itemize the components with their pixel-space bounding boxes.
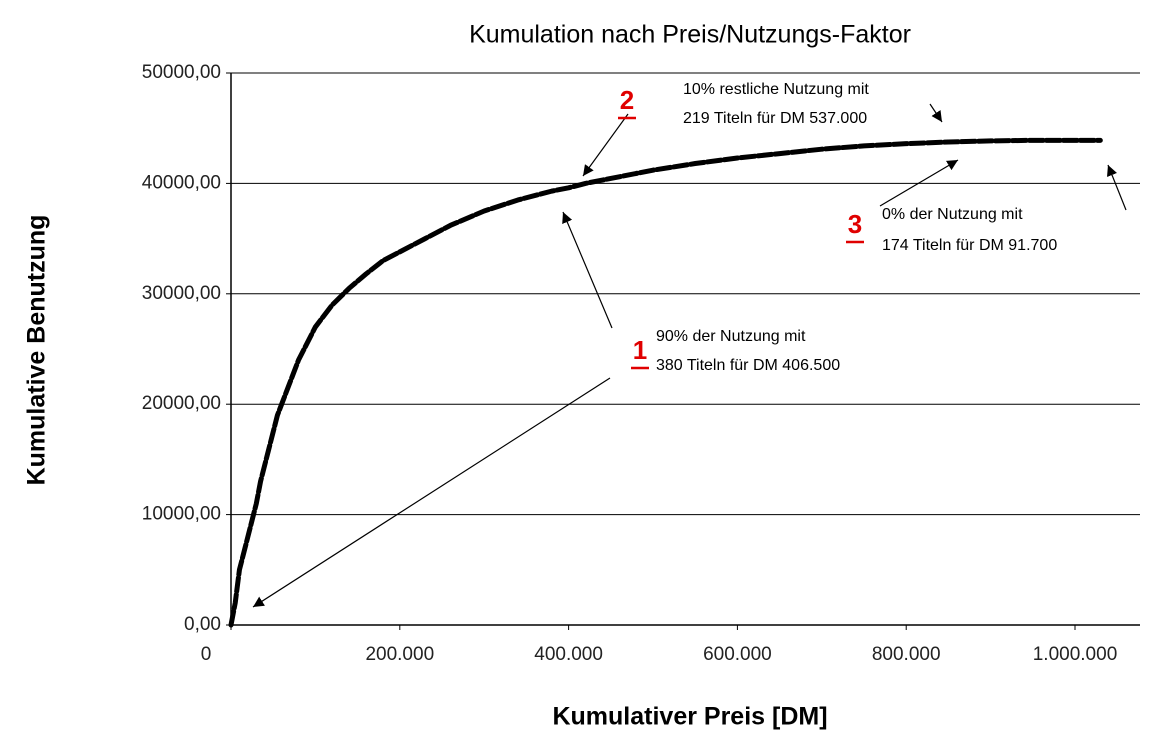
x-tick-label: 200.000 (365, 644, 434, 665)
annotation-text: 10% restliche Nutzung mit (683, 81, 869, 98)
annotation-text: 0% der Nutzung mit (882, 206, 1023, 223)
x-tick-label: 1.000.000 (1033, 644, 1118, 665)
annotation-marker: 2 (620, 85, 634, 115)
arrow (929, 103, 943, 123)
arrow (1106, 164, 1127, 211)
arrow (562, 211, 613, 329)
y-tick-label: 30000,00 (142, 283, 221, 304)
annotation-marker: 1 (633, 335, 647, 365)
annotation-arrows (252, 103, 1127, 608)
annotation-text: 90% der Nutzung mit (656, 328, 806, 345)
y-tick-label: 10000,00 (142, 504, 221, 525)
x-tick-label: 0 (201, 644, 212, 665)
y-tick-label: 50000,00 (142, 62, 221, 83)
y-tick-label: 40000,00 (142, 172, 221, 193)
x-tick-label: 800.000 (872, 644, 941, 665)
x-tick-label: 400.000 (534, 644, 603, 665)
annotation-text: 174 Titeln für DM 91.700 (882, 237, 1057, 254)
x-tick-label: 600.000 (703, 644, 772, 665)
y-axis-title: Kumulative Benutzung (23, 215, 51, 486)
data-line (228, 137, 1103, 628)
x-axis-title: Kumulativer Preis [DM] (552, 703, 827, 731)
y-tick-label: 20000,00 (142, 393, 221, 414)
y-tick-label: 0,00 (184, 614, 221, 635)
arrow (582, 113, 629, 177)
annotation-marker: 3 (848, 209, 862, 239)
chart-title: Kumulation nach Preis/Nutzungs-Faktor (469, 21, 911, 49)
arrow (252, 377, 611, 608)
annotation-text: 219 Titeln für DM 537.000 (683, 110, 867, 127)
annotation-text: 380 Titeln für DM 406.500 (656, 357, 840, 374)
